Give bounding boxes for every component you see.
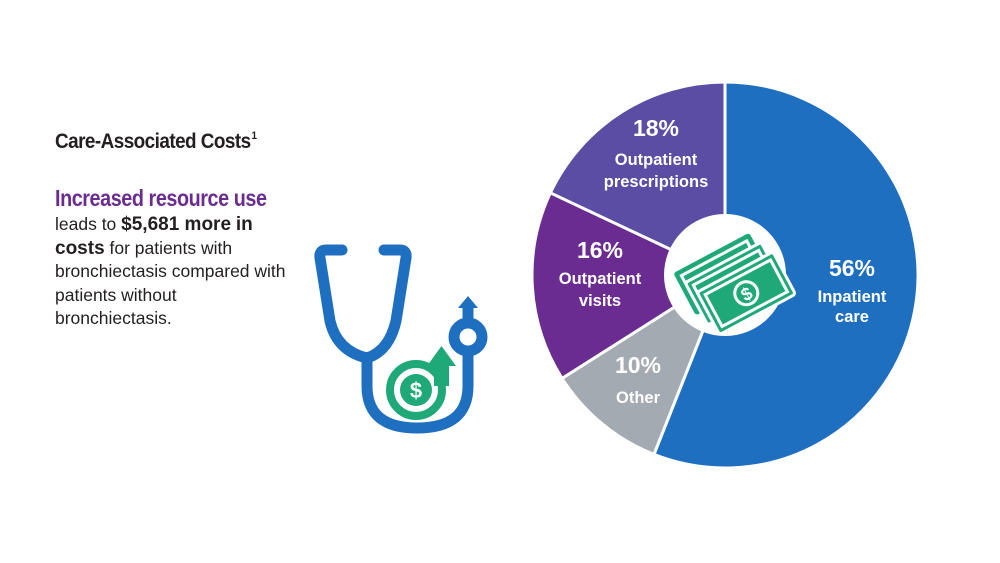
- label-pct-other: 10%: [615, 352, 661, 378]
- label-cat-inpatient-1: Inpatient: [818, 288, 887, 306]
- stethoscope-left-tube: [314, 244, 373, 364]
- cost-amount-tail: in costs: [55, 214, 253, 259]
- citation-marker: 1: [251, 130, 257, 142]
- label-pct-outpatient-visits: 16%: [577, 237, 623, 263]
- label-cat-outpatient-visits-1: Outpatient: [559, 270, 642, 288]
- section-title-text: Care-Associated Costs: [55, 130, 251, 153]
- label-pct-outpatient-prescriptions: 18%: [633, 115, 679, 141]
- label-cat-other-1: Other: [616, 389, 661, 407]
- label-cat-inpatient-2: care: [835, 308, 869, 326]
- stethoscope-dollar-arrow-icon: $: [314, 244, 488, 434]
- headline: Increased resource use: [55, 185, 267, 211]
- label-cat-outpatient-prescriptions-2: prescriptions: [604, 173, 709, 191]
- svg-text:$: $: [410, 378, 422, 403]
- description-paragraph: leads to $5,681 more in costs for patien…: [55, 213, 295, 331]
- stethoscope-main-tube: [361, 350, 474, 434]
- section-title: Care-Associated Costs1: [55, 130, 257, 154]
- cash-bills-icon: $: [674, 233, 796, 336]
- up-arrow-small-icon: [458, 296, 478, 308]
- description-rest: for patients with bronchiectasis compare…: [55, 237, 286, 329]
- cost-amount: $5,681 more: [121, 214, 232, 235]
- stethoscope-chestpiece: [448, 317, 488, 357]
- stethoscope-right-tube: [361, 244, 412, 364]
- cost-pie-chart: $ 56% Inpatient care 10% Other 16% Outpa…: [530, 80, 920, 470]
- description-prefix: leads to: [55, 214, 122, 234]
- label-pct-inpatient: 56%: [829, 255, 875, 281]
- label-cat-outpatient-visits-2: visits: [579, 292, 621, 310]
- dollar-coin-icon: $: [386, 346, 456, 420]
- label-cat-outpatient-prescriptions-1: Outpatient: [615, 151, 698, 169]
